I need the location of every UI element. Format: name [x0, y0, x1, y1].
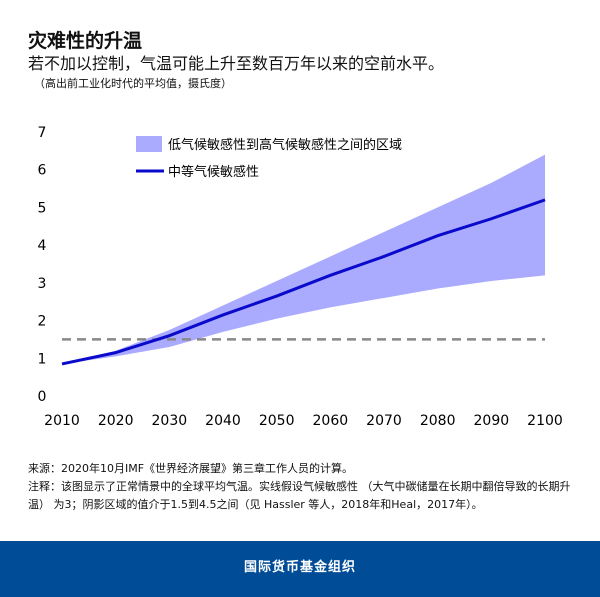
x-tick-label: 2080: [420, 413, 456, 429]
notes: 来源：2020年10月IMF《世界经济展望》第三章工作人员的计算。 注释：该图显…: [28, 460, 578, 514]
chart-title: 灾难性的升温: [28, 30, 143, 52]
y-tick-label: 4: [38, 238, 47, 254]
sensitivity-range-area: [62, 154, 545, 364]
unit-label: （高出前工业化时代的平均值，摄氏度）: [34, 77, 232, 90]
legend-label-area: 低气候敏感性到高气候敏感性之间的区域: [168, 137, 402, 153]
legend-swatch-area: [136, 136, 162, 152]
source-note: 来源：2020年10月IMF《世界经济展望》第三章工作人员的计算。: [28, 462, 354, 475]
chart-subtitle: 若不加以控制，气温可能上升至数百万年以来的空前水平。: [28, 54, 445, 73]
y-tick-label: 1: [38, 351, 47, 367]
x-tick-label: 2060: [313, 413, 349, 429]
y-tick-label: 6: [38, 163, 47, 179]
x-tick-label: 2040: [205, 413, 241, 429]
y-tick-label: 3: [38, 276, 47, 292]
x-tick-label: 2020: [98, 413, 134, 429]
legend-label-line: 中等气候敏感性: [168, 164, 259, 180]
median-sensitivity-line: [61, 198, 546, 366]
x-tick-label: 2090: [474, 413, 510, 429]
y-tick-label: 5: [38, 200, 47, 216]
y-tick-label: 2: [38, 314, 47, 330]
x-tick-label: 2050: [259, 413, 295, 429]
x-tick-label: 2070: [366, 413, 402, 429]
chart: 2010 2020 2030 2040 2050 2060 2070 2080 2090 2100…: [38, 125, 563, 429]
x-tick-label: 2100: [527, 413, 563, 429]
footnote: 注释：该图显示了正常情景中的全球平均气温。实线假设气候敏感性 （大气中碳储量在长…: [28, 480, 571, 511]
x-tick-label: 2010: [44, 413, 80, 429]
y-tick-label: 7: [38, 125, 47, 141]
y-tick-label: 0: [38, 389, 47, 405]
x-tick-label: 2030: [152, 413, 188, 429]
legend: 低气候敏感性到高气候敏感性之间的区域 中等气候敏感性: [136, 136, 402, 180]
footer-org: 国际货币基金组织: [0, 541, 600, 597]
